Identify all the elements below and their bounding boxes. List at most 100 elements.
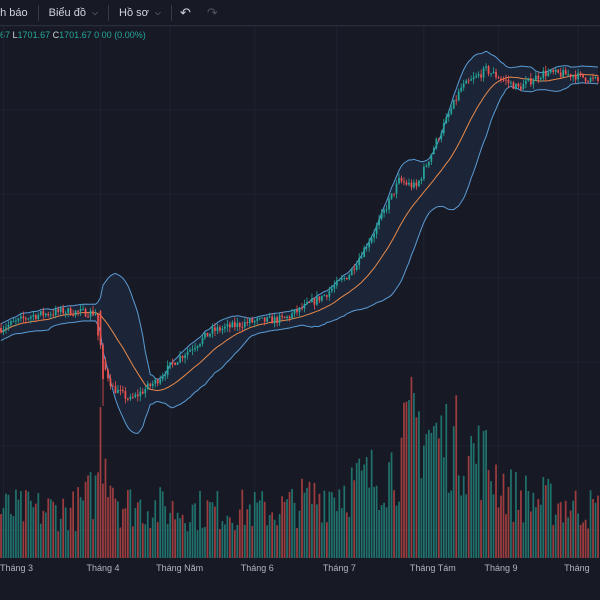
candle-body [348,275,351,280]
volume-bar [151,517,154,558]
volume-bar [179,518,181,558]
candle-body [502,79,505,81]
candle-body [544,70,547,77]
price-chart[interactable] [0,26,600,560]
candle-body [17,318,20,321]
volume-bar [335,511,338,558]
volume-bar [131,526,134,558]
volume-bar [505,514,507,558]
candle-body [261,317,264,319]
candle-body [452,99,455,109]
volume-bar [0,514,2,558]
candle-body [507,80,510,83]
undo-icon[interactable]: ↶ [179,4,191,20]
volume-bar [12,516,15,558]
candle-body [475,75,477,78]
candle-body [338,279,341,281]
candle-body [278,315,281,323]
volume-bar [437,438,440,558]
candle-body [32,315,35,317]
candle-body [572,75,575,78]
candle-body [82,308,84,310]
volume-bar [20,491,22,558]
candle-body [20,316,22,319]
volume-bar [283,501,286,558]
volume-bar [534,507,537,558]
profile-menu-button[interactable]: Hồ sơ ⌵ [109,0,171,26]
volume-bar [281,496,283,558]
volume-bar [423,445,425,558]
candle-body [291,313,293,319]
volume-bar [34,503,37,558]
volume-bar [355,463,358,558]
volume-bar [554,514,557,558]
candle-body [102,344,104,379]
volume-bar [42,510,45,558]
candle-body [258,317,261,319]
volume-bar [166,524,169,558]
low-key: L [12,30,18,40]
volume-bar [2,507,5,558]
chevron-down-icon: ⌵ [91,7,99,17]
volume-bar [126,489,129,558]
volume-bar [584,519,587,558]
moving-average-line [0,73,599,392]
volume-bar [47,498,50,558]
volume-bar [442,457,445,558]
volume-bar [592,499,594,558]
chart-menu-button[interactable]: Biểu đồ ⌵ [39,0,108,26]
volume-bar [440,415,443,558]
candle-body [219,327,221,331]
volume-bar [475,463,477,558]
candle-body [69,308,72,316]
candle-body [171,362,174,364]
candle-body [557,69,560,73]
candle-body [549,70,552,73]
open-value: 67 [0,30,11,40]
volume-bar [567,517,570,558]
volume-bar [89,472,92,558]
candle-body [355,265,358,270]
volume-bar [321,522,323,558]
candle-body [146,383,149,390]
candle-body [253,320,256,323]
volume-bar [184,523,186,558]
volume-bar [29,500,32,558]
candle-body [542,70,545,78]
volume-bar [450,490,453,558]
volume-bar [99,407,102,558]
candle-body [306,302,308,304]
candle-body [10,321,12,325]
candle-body [510,82,512,84]
volume-bar [214,506,216,558]
volume-bar [233,530,236,558]
candle-body [25,318,27,320]
candle-body [589,77,592,82]
volume-bar [107,497,109,558]
volume-bar [457,475,460,558]
candle-body [350,268,353,276]
volume-bar [102,483,104,558]
volume-bar [159,487,162,558]
volume-bar [191,504,194,558]
volume-bar [266,525,269,558]
volume-bar [410,376,413,558]
candle-body [470,79,473,81]
volume-bar [517,509,520,558]
candle-body [418,180,420,187]
redo-icon[interactable]: ↷ [206,4,218,20]
volume-bar [360,470,363,558]
candle-body [231,322,234,328]
candle-body [564,70,567,75]
candle-body [482,67,485,78]
volume-bar [44,512,47,558]
candle-body [92,310,94,316]
volume-bar [477,425,480,558]
volume-bar [288,491,291,558]
volume-bar [238,509,241,558]
volume-bar [231,522,234,558]
volume-bar [522,522,525,558]
volume-bar [544,485,547,558]
volume-bar [537,498,540,558]
alerts-button[interactable]: nh báo [0,0,38,26]
